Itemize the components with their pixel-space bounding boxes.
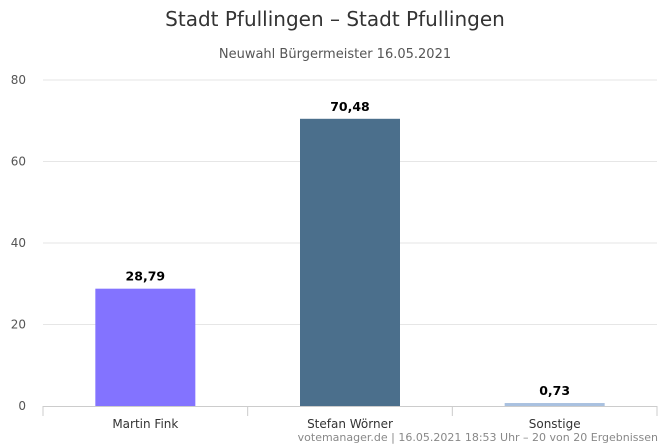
bar-1 [95, 288, 196, 406]
chart-title: Stadt Pfullingen – Stadt Pfullingen [165, 7, 505, 31]
y-tick-label: 20 [11, 318, 26, 332]
bars [95, 118, 605, 406]
chart-subtitle: Neuwahl Bürgermeister 16.05.2021 [219, 47, 451, 62]
y-axis-ticks: 0 20 40 60 80 [11, 73, 26, 413]
y-tick-label: 80 [11, 73, 26, 87]
y-tick-label: 40 [11, 236, 26, 250]
x-tick-label: Stefan Wörner [307, 417, 393, 431]
data-labels: 28,79 70,48 0,73 [126, 99, 571, 398]
y-tick-label: 0 [18, 399, 26, 413]
x-tick-label: Sonstige [529, 417, 581, 431]
bar-3 [504, 403, 605, 406]
credits-link[interactable]: votemanager.de | 16.05.2021 18:53 Uhr – … [298, 431, 658, 444]
bar-2 [300, 118, 400, 406]
data-label: 0,73 [539, 383, 570, 398]
y-tick-label: 60 [11, 155, 26, 169]
data-label: 28,79 [126, 269, 166, 284]
data-label: 70,48 [330, 99, 370, 114]
x-tick-label: Martin Fink [112, 417, 178, 431]
x-axis: Martin Fink Stefan Wörner Sonstige [42, 406, 658, 431]
